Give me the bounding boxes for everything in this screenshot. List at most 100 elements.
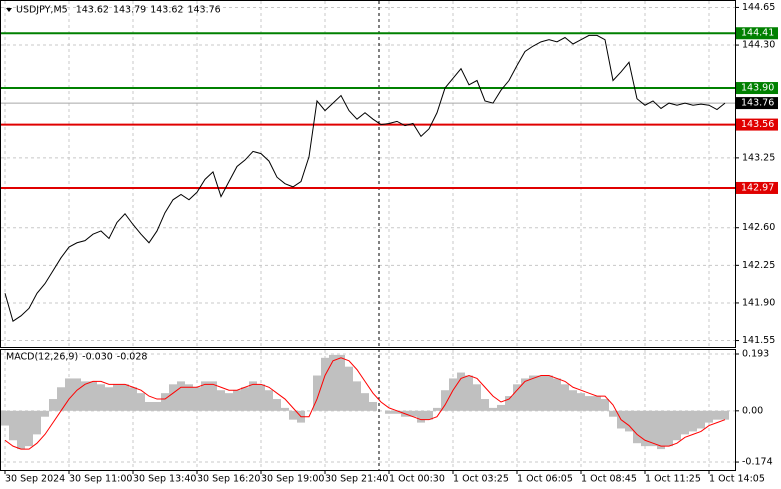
histogram-bar <box>449 378 457 411</box>
histogram-bar <box>657 410 665 450</box>
signal-line <box>4 357 726 450</box>
histogram-bar <box>73 378 81 411</box>
histogram-bar <box>65 378 73 411</box>
menu-arrow <box>6 8 12 12</box>
level-label-box <box>736 82 778 95</box>
histogram-bar <box>409 410 417 417</box>
histogram-bar <box>193 387 201 411</box>
histogram-bar <box>313 375 321 411</box>
histogram-bar <box>673 410 681 441</box>
x-tick-label: 1 Oct 03:25 <box>453 474 509 485</box>
histogram-bar <box>129 387 137 411</box>
histogram-bar <box>585 396 593 411</box>
histogram-bar <box>361 393 369 411</box>
histogram-bar <box>169 384 177 411</box>
ohlc-value: 143.62 <box>150 5 183 16</box>
histogram-bar <box>433 407 441 411</box>
histogram-bar <box>537 375 545 411</box>
histogram-bar <box>49 399 57 411</box>
histogram-bar <box>481 399 489 411</box>
histogram-bar <box>281 407 289 411</box>
histogram-bar <box>665 410 673 447</box>
x-tick-label: 1 Oct 06:05 <box>517 474 573 485</box>
histogram-bar <box>105 387 113 411</box>
histogram-bar <box>265 390 273 411</box>
price-line <box>4 34 726 323</box>
level-label: 144.41 <box>741 28 774 39</box>
histogram-bar <box>9 410 17 441</box>
level-label-box <box>736 181 778 194</box>
histogram-bar <box>473 384 481 411</box>
histogram-bar <box>89 381 97 411</box>
histogram-bar <box>177 381 185 411</box>
histogram-bar <box>369 401 377 411</box>
histogram-bar <box>233 390 241 411</box>
y-tick-label: 142.60 <box>742 222 775 233</box>
x-tick-label: 30 Sep 16:20 <box>197 474 260 485</box>
x-tick-label: 30 Sep 21:40 <box>325 474 388 485</box>
histogram-bar <box>185 384 193 411</box>
histogram-bar <box>289 410 297 420</box>
histogram-bar <box>625 410 633 432</box>
histogram-bar <box>137 393 145 411</box>
ohlc-value: 143.76 <box>187 5 220 16</box>
histogram-bar <box>1 410 9 426</box>
histogram-bar <box>337 354 345 411</box>
histogram-bar <box>593 396 601 411</box>
histogram-bar <box>217 390 225 411</box>
histogram-bar <box>161 393 169 411</box>
histogram-bar <box>441 390 449 411</box>
level-label: 143.56 <box>741 119 774 130</box>
histogram-bar <box>721 410 729 420</box>
level-label: 143.76 <box>741 98 774 109</box>
histogram-bar <box>553 378 561 411</box>
y-tick-label: 0.00 <box>742 405 763 416</box>
x-tick-label: 30 Sep 11:00 <box>69 474 132 485</box>
x-tick-label: 1 Oct 00:30 <box>389 474 445 485</box>
histogram-bar <box>153 401 161 411</box>
histogram-bar <box>385 410 393 414</box>
macd-frame <box>0 349 736 471</box>
y-tick-label: 141.55 <box>742 335 775 346</box>
histogram-bar <box>545 375 553 411</box>
level-label-box <box>736 97 778 110</box>
histogram-bar <box>513 384 521 411</box>
y-tick-label: 0.193 <box>742 349 769 360</box>
x-tick-label: 30 Sep 19:00 <box>261 474 324 485</box>
y-tick-label: 142.25 <box>742 260 775 271</box>
histogram-bar <box>689 410 697 432</box>
histogram-bar <box>145 401 153 411</box>
histogram-bar <box>489 407 497 411</box>
histogram-bar <box>457 372 465 411</box>
histogram-bar <box>425 410 433 420</box>
x-tick-label: 30 Sep 2024 <box>5 474 65 485</box>
x-tick-label: 1 Oct 11:25 <box>645 474 701 485</box>
y-tick-label: 141.90 <box>742 297 775 308</box>
histogram-bar <box>33 410 41 435</box>
ohlc-value: 143.79 <box>113 5 146 16</box>
histogram-bar <box>465 375 473 411</box>
histogram-bar <box>249 381 257 411</box>
histogram-bar <box>41 410 49 417</box>
histogram-bar <box>393 410 401 414</box>
y-tick-label: -0.174 <box>742 457 773 468</box>
ohlc-value: 143.62 <box>76 5 109 16</box>
chart-title: USDJPY,M5 <box>16 5 68 16</box>
histogram-bar <box>529 375 537 411</box>
y-tick-label: 144.65 <box>742 2 775 13</box>
histogram-bar <box>697 410 705 429</box>
x-tick-label: 30 Sep 13:40 <box>133 474 196 485</box>
histogram-bar <box>633 410 641 444</box>
x-tick-label: 1 Oct 08:45 <box>581 474 637 485</box>
level-label-box <box>736 27 778 40</box>
level-label: 142.97 <box>741 182 774 193</box>
histogram-bar <box>113 384 121 411</box>
histogram-bar <box>329 354 337 411</box>
y-tick-label: 144.30 <box>742 40 775 51</box>
histogram-bar <box>81 381 89 411</box>
macd-title: MACD(12,26,9) <box>6 352 78 363</box>
histogram-bar <box>497 404 505 411</box>
histogram-bar <box>57 387 65 411</box>
histogram-bar <box>241 387 249 411</box>
